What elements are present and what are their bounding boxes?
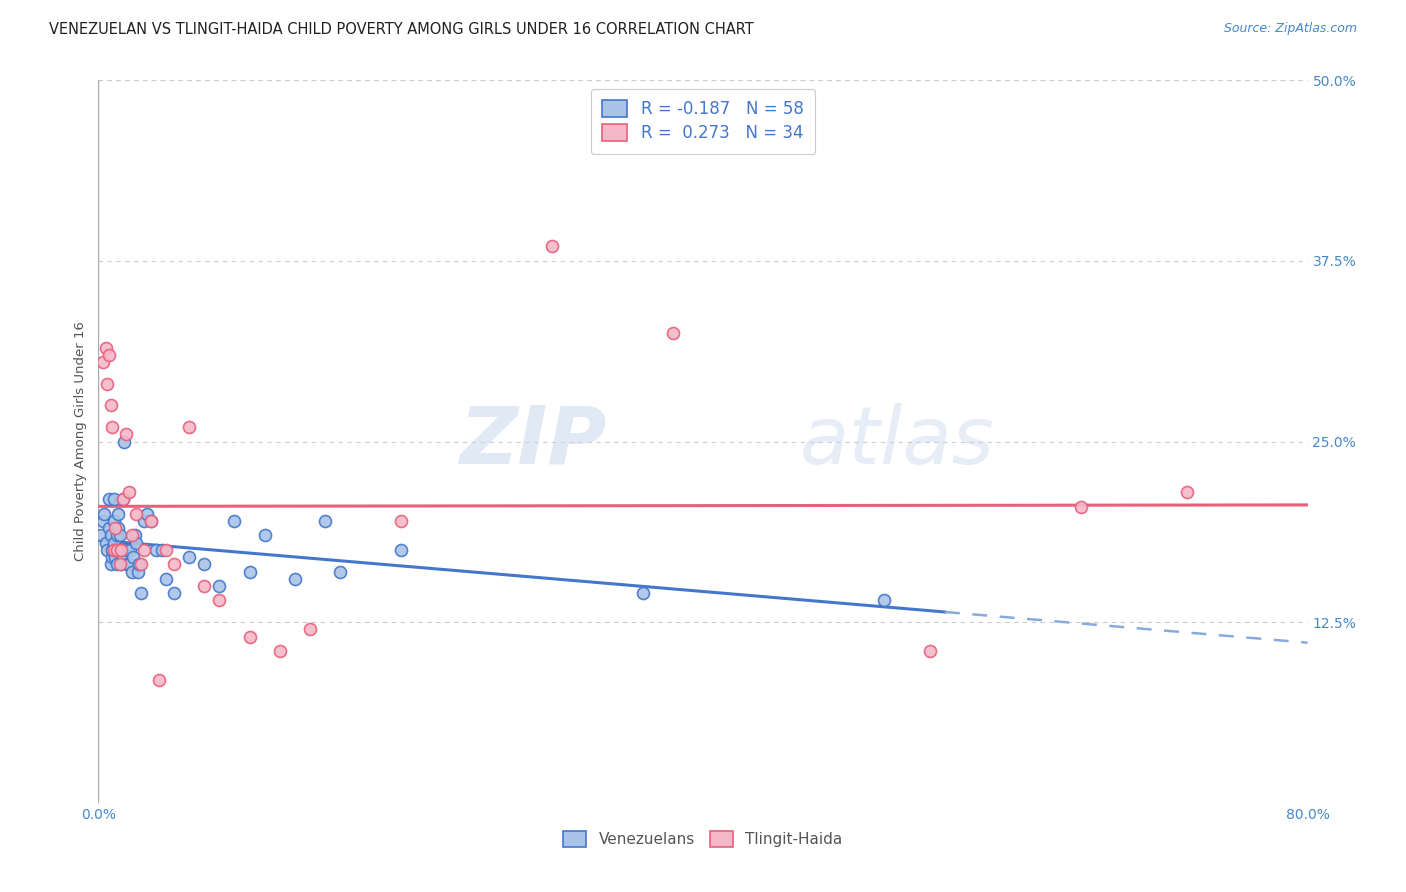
Text: VENEZUELAN VS TLINGIT-HAIDA CHILD POVERTY AMONG GIRLS UNDER 16 CORRELATION CHART: VENEZUELAN VS TLINGIT-HAIDA CHILD POVERT…	[49, 22, 754, 37]
Legend: Venezuelans, Tlingit-Haida: Venezuelans, Tlingit-Haida	[557, 825, 849, 853]
Point	[239, 565, 262, 579]
Point	[253, 528, 276, 542]
Point	[129, 586, 152, 600]
Point	[269, 644, 291, 658]
Point	[163, 586, 186, 600]
Point	[94, 341, 117, 355]
Point	[132, 542, 155, 557]
Point	[110, 558, 132, 572]
Point	[100, 528, 122, 542]
Point	[104, 542, 127, 557]
Point	[118, 485, 141, 500]
Point	[91, 514, 114, 528]
Point	[389, 542, 412, 557]
Text: ZIP: ZIP	[458, 402, 606, 481]
Point	[540, 239, 562, 253]
Point	[193, 579, 215, 593]
Point	[107, 521, 129, 535]
Point	[100, 558, 122, 572]
Point	[98, 521, 121, 535]
Point	[389, 514, 412, 528]
Point	[135, 507, 157, 521]
Point	[103, 535, 125, 549]
Point	[111, 492, 134, 507]
Point	[314, 514, 336, 528]
Point	[284, 572, 307, 586]
Point	[661, 326, 683, 340]
Point	[103, 492, 125, 507]
Point	[121, 528, 143, 542]
Point	[101, 550, 124, 565]
Point	[98, 492, 121, 507]
Point	[631, 586, 654, 600]
Point	[129, 558, 152, 572]
Point	[111, 550, 134, 565]
Point	[148, 673, 170, 687]
Point	[104, 550, 127, 565]
Point	[101, 542, 124, 557]
Point	[155, 542, 177, 557]
Point	[108, 528, 131, 542]
Point	[107, 542, 129, 557]
Point	[141, 514, 163, 528]
Point	[125, 507, 148, 521]
Point	[93, 507, 115, 521]
Point	[120, 542, 142, 557]
Point	[105, 558, 128, 572]
Point	[125, 535, 148, 549]
Point	[1070, 500, 1092, 514]
Point	[98, 348, 121, 362]
Point	[145, 542, 167, 557]
Point	[239, 630, 262, 644]
Point	[118, 558, 141, 572]
Point	[103, 514, 125, 528]
Point	[96, 376, 118, 391]
Point	[208, 579, 231, 593]
Point	[1175, 485, 1198, 500]
Point	[128, 558, 150, 572]
Point	[163, 558, 186, 572]
Point	[96, 542, 118, 557]
Point	[329, 565, 352, 579]
Point	[155, 572, 177, 586]
Point	[90, 528, 112, 542]
Point	[91, 355, 114, 369]
Point	[918, 644, 941, 658]
Text: Source: ZipAtlas.com: Source: ZipAtlas.com	[1223, 22, 1357, 36]
Point	[108, 558, 131, 572]
Point	[103, 542, 125, 557]
Point	[179, 420, 201, 434]
Point	[193, 558, 215, 572]
Point	[104, 521, 127, 535]
Point	[179, 550, 201, 565]
Point	[127, 565, 149, 579]
Point	[115, 558, 138, 572]
Point	[105, 542, 128, 557]
Point	[114, 542, 136, 557]
Point	[114, 427, 136, 442]
Point	[150, 542, 173, 557]
Text: atlas: atlas	[800, 402, 994, 481]
Point	[110, 542, 132, 557]
Point	[141, 514, 163, 528]
Point	[111, 492, 134, 507]
Point	[94, 535, 117, 549]
Point	[122, 550, 145, 565]
Point	[873, 593, 896, 607]
Point	[112, 434, 135, 449]
Point	[107, 507, 129, 521]
Point	[105, 528, 128, 542]
Point	[108, 542, 131, 557]
Y-axis label: Child Poverty Among Girls Under 16: Child Poverty Among Girls Under 16	[75, 322, 87, 561]
Point	[110, 542, 132, 557]
Point	[299, 623, 322, 637]
Point	[124, 528, 146, 542]
Point	[224, 514, 246, 528]
Point	[132, 514, 155, 528]
Point	[121, 565, 143, 579]
Point	[208, 593, 231, 607]
Point	[100, 398, 122, 412]
Point	[101, 420, 124, 434]
